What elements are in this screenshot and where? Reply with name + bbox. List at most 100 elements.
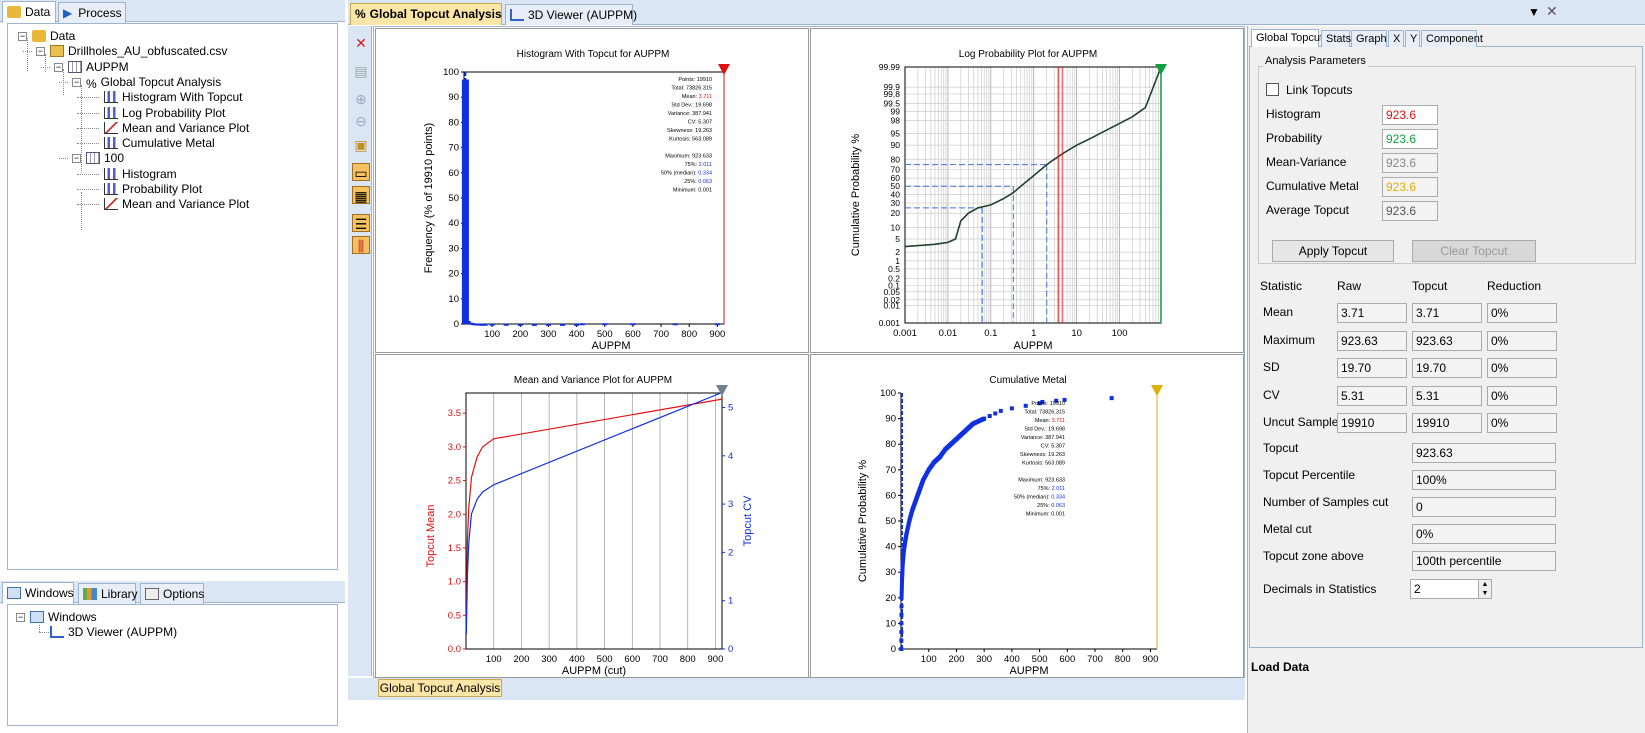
spin-arrows-icon[interactable]: ▲ ▼ [1478, 580, 1491, 598]
stat-raw-field[interactable]: 5.31 [1337, 385, 1407, 406]
stat-topcut-field[interactable]: 19.70 [1412, 358, 1482, 378]
tab-component[interactable]: Component [1421, 30, 1483, 47]
y-tick-label: 20 [448, 269, 459, 280]
param-input[interactable]: 923.6 [1382, 105, 1438, 125]
doc-tab-3d-viewer[interactable]: 3D Viewer (AUPPM) [505, 4, 637, 25]
stat-topcut-field[interactable]: 19910 [1412, 413, 1482, 433]
stat-reduction-field[interactable]: 0% [1487, 413, 1557, 433]
tree-node[interactable]: Mean and Variance Plot [104, 120, 249, 136]
tab-process[interactable]: ▶ Process [58, 2, 126, 23]
detail-field[interactable]: 100% [1412, 470, 1556, 490]
tree-node-3d-viewer[interactable]: 3D Viewer (AUPPM) [50, 624, 177, 640]
stat-topcut-field[interactable]: 5.31 [1412, 385, 1482, 406]
link-topcuts-checkbox[interactable] [1266, 83, 1279, 96]
param-input[interactable]: 923.6 [1382, 153, 1438, 173]
stat-reduction-field[interactable]: 0% [1487, 385, 1557, 406]
delete-icon[interactable]: ✕ [355, 35, 367, 51]
detail-field[interactable]: 0 [1412, 497, 1556, 517]
dropdown-arrow-icon[interactable]: ▼ [1528, 5, 1540, 19]
zoom-out-icon[interactable]: ⊖ [355, 113, 367, 129]
stat-reduction-field[interactable]: 0% [1487, 303, 1557, 323]
y-tick-label: 90 [891, 140, 901, 150]
zoom-in-icon[interactable]: ⊕ [355, 91, 367, 107]
tab-global-topcut[interactable]: Global Topcut [1251, 29, 1323, 47]
collapse-icon[interactable]: − [36, 46, 45, 57]
log-probability-plot[interactable]: Log Probability Plot for AUPPM 0.001 0.01 0… [810, 28, 1244, 353]
param-input[interactable]: 923.6 [1382, 177, 1438, 197]
tab-stats[interactable]: Stats [1321, 30, 1351, 47]
topcut-marker-icon[interactable] [716, 385, 728, 396]
stat-raw-field[interactable]: 923.63 [1337, 330, 1407, 351]
layout-rows-icon[interactable]: ☰ [352, 214, 370, 232]
detail-field[interactable]: 100th percentile [1412, 551, 1556, 571]
param-label: Mean-Variance [1266, 155, 1347, 169]
collapse-icon[interactable]: − [16, 612, 25, 622]
y-tick-label: 0 [454, 319, 459, 330]
stat-topcut-field[interactable]: 923.63 [1412, 330, 1482, 351]
param-input[interactable]: 923.6 [1382, 129, 1438, 149]
stat-reduction-field[interactable]: 0% [1487, 358, 1557, 378]
tab-x[interactable]: X [1388, 30, 1404, 47]
param-label: Histogram [1266, 107, 1321, 121]
clear-topcut-button[interactable]: Clear Topcut [1412, 240, 1536, 262]
tree-node[interactable]: AUPPM [68, 59, 129, 75]
tab-y[interactable]: Y [1405, 30, 1420, 47]
tree-node[interactable]: 100 [86, 150, 124, 166]
histogram-plot[interactable]: Histogram With Topcut for AUPPM 0 10 20 30 40… [375, 28, 809, 353]
mean-variance-plot[interactable]: Mean and Variance Plot for AUPPM 100 200 30… [375, 354, 809, 678]
tree-node[interactable]: Mean and Variance Plot [104, 196, 249, 212]
decimals-label: Decimals in Statistics [1263, 582, 1377, 596]
apply-topcut-button[interactable]: Apply Topcut [1272, 240, 1394, 262]
y-tick-label: 20 [891, 208, 901, 218]
copy-icon[interactable]: ▤ [354, 63, 368, 79]
stat-raw-field[interactable]: 19.70 [1337, 358, 1407, 378]
tab-data[interactable]: Data [2, 1, 56, 23]
tree-node[interactable]: Data [32, 28, 75, 44]
tree-node[interactable]: Drillholes_AU_obfuscated.csv [50, 43, 227, 59]
topcut-marker-icon[interactable] [1155, 64, 1167, 75]
bottom-tab-global-topcut[interactable]: Global Topcut Analysis [378, 679, 502, 697]
stat-raw-field[interactable]: 3.71 [1337, 303, 1407, 323]
chart-title: Cumulative Metal [989, 375, 1066, 386]
tree-node[interactable]: Histogram [104, 166, 177, 182]
tree-node[interactable]: Histogram With Topcut [104, 89, 243, 105]
doc-tab-global-topcut[interactable]: % Global Topcut Analysis [350, 3, 502, 25]
plot-toolbar: ✕ ▤ ⊕ ⊖ ▣ ▭ ▦ ☰ ⫼ [348, 26, 372, 676]
decimals-spinbox[interactable]: 2 [1410, 579, 1492, 599]
collapse-icon[interactable]: − [72, 153, 81, 164]
layout-single-icon[interactable]: ▭ [352, 163, 370, 181]
layout-grid-icon[interactable]: ▦ [352, 186, 370, 204]
tree-node[interactable]: Probability Plot [104, 181, 202, 197]
param-input[interactable]: 923.6 [1382, 201, 1438, 221]
y-tick-label: 0.2 [888, 274, 900, 284]
collapse-icon[interactable]: − [72, 76, 81, 87]
topcut-marker-icon[interactable] [1151, 385, 1163, 396]
stat-topcut-field[interactable]: 3.71 [1412, 303, 1482, 323]
layout-columns-icon[interactable]: ⫼ [352, 236, 370, 254]
histogram-bar [579, 323, 585, 326]
stat-raw-field[interactable]: 19910 [1337, 413, 1407, 433]
tree-node-windows[interactable]: Windows [30, 609, 97, 625]
tab-windows[interactable]: Windows [2, 582, 74, 604]
tree-node[interactable]: Log Probability Plot [104, 105, 225, 121]
detail-field[interactable]: 923.63 [1412, 443, 1556, 463]
close-icon[interactable]: ✕ [1546, 3, 1558, 19]
metal-point [987, 414, 992, 419]
x-tick-label: 600 [1059, 654, 1075, 665]
topcut-marker-icon[interactable] [718, 64, 730, 75]
collapse-icon[interactable]: − [54, 61, 63, 72]
histogram-bar [503, 323, 509, 326]
tab-library[interactable]: Library [78, 583, 138, 604]
x-tick-label: 100 [1112, 328, 1128, 339]
clipboard-icon[interactable]: ▣ [354, 137, 368, 153]
tree-node[interactable]: % Global Topcut Analysis [86, 74, 222, 91]
tree-node[interactable]: Cumulative Metal [104, 135, 215, 151]
stat-reduction-field[interactable]: 0% [1487, 330, 1557, 351]
collapse-icon[interactable]: − [18, 31, 27, 41]
y2-tick-label: 1 [728, 596, 733, 607]
tab-graph[interactable]: Graph [1351, 30, 1387, 47]
detail-field[interactable]: 0% [1412, 524, 1556, 544]
tab-options[interactable]: Options [140, 583, 204, 604]
y-tick-label: 30 [448, 243, 459, 254]
cumulative-metal-plot[interactable]: Cumulative Metal 0 10 20 30 40 50 60 70 80 90 100 10… [810, 354, 1244, 678]
